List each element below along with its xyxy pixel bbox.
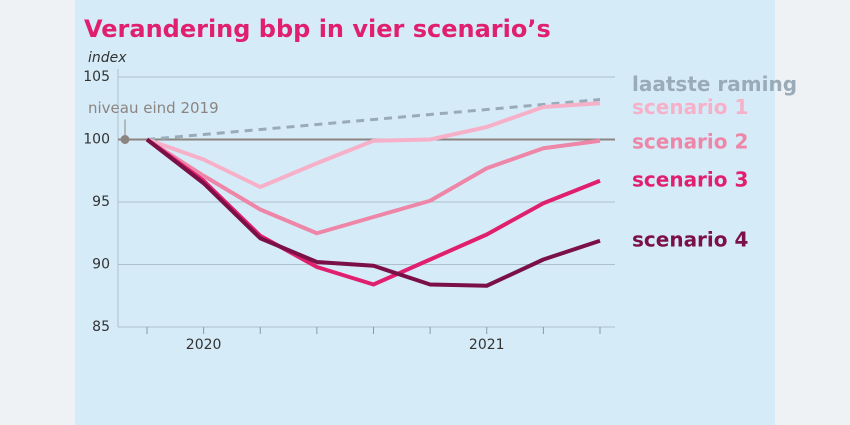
reference-dot <box>120 135 130 144</box>
legend-label: laatste raming <box>632 72 797 96</box>
legend-label: scenario 3 <box>632 167 748 191</box>
y-tick-label: 85 <box>92 319 110 335</box>
series-line <box>146 98 601 141</box>
legend-label: scenario 1 <box>632 95 748 119</box>
y-tick-label: 95 <box>92 194 110 210</box>
series-line <box>146 101 601 189</box>
panel <box>75 0 775 425</box>
legend-label: scenario 4 <box>632 227 748 251</box>
reference-label: niveau eind 2019 <box>88 99 219 117</box>
y-tick-label: 90 <box>92 257 110 273</box>
y-tick-label: 105 <box>83 69 110 85</box>
chart-title: Verandering bbp in vier scenario’s <box>84 15 551 43</box>
series-line <box>145 137 601 236</box>
legend-label: scenario 2 <box>632 129 748 153</box>
x-tick-label: 2021 <box>469 337 505 353</box>
x-tick-label: 2020 <box>186 337 222 353</box>
series-line <box>145 137 601 288</box>
y-axis-label: index <box>88 50 127 66</box>
y-tick-label: 100 <box>83 132 110 148</box>
